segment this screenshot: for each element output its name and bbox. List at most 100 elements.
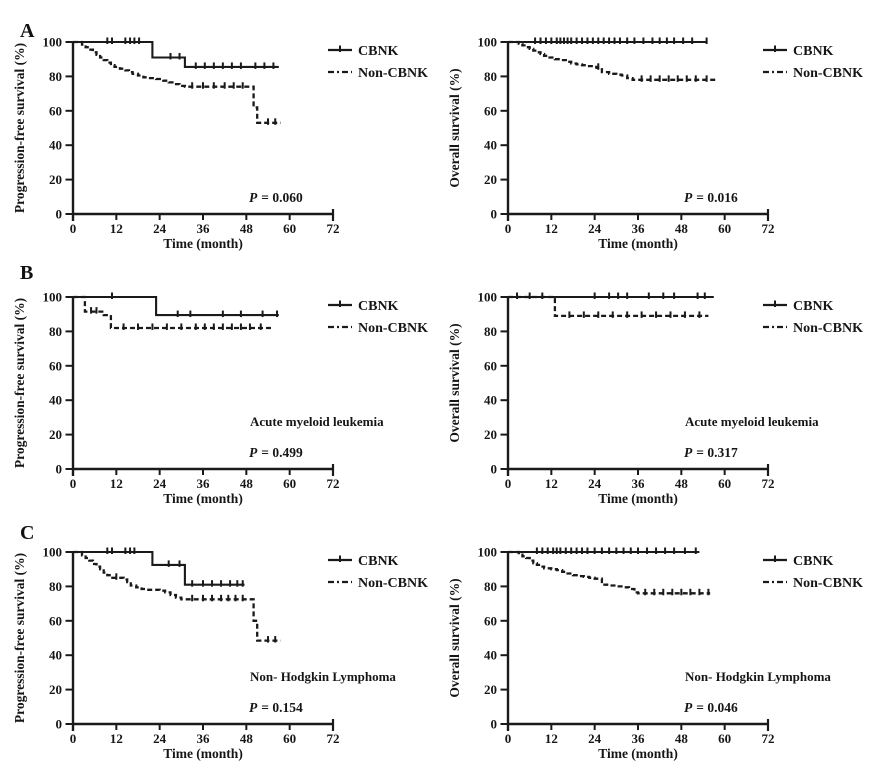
x-tick-label: 72 [327, 221, 340, 236]
y-tick-label: 60 [484, 358, 497, 373]
x-tick-label: 24 [588, 221, 602, 236]
y-tick-label: 40 [49, 138, 62, 153]
y-tick-label: 80 [49, 69, 62, 84]
x-tick-label: 72 [327, 731, 340, 746]
x-tick-label: 0 [70, 221, 77, 236]
y-tick-label: 80 [484, 579, 497, 594]
x-tick-label: 0 [70, 476, 77, 491]
x-tick-label: 60 [718, 731, 731, 746]
x-axis-title: Time (month) [163, 236, 243, 251]
survival-plot: 0 12 24 36 48 60 72 0 20 40 60 80 100 Time (month) Pro… [12, 290, 428, 507]
legend-label-cbnk: CBNK [793, 44, 834, 59]
y-tick-label: 60 [484, 613, 497, 628]
x-tick-label: 0 [505, 731, 512, 746]
legend-label-non-cbnk: Non-CBNK [793, 66, 863, 81]
y-tick-label: 20 [49, 682, 62, 697]
y-tick-label: 100 [43, 290, 63, 305]
x-axis-title: Time (month) [598, 236, 678, 251]
x-tick-label: 48 [675, 476, 689, 491]
survival-plot: 0 12 24 36 48 60 72 0 20 40 60 80 100 Time (month) Ove… [447, 35, 863, 252]
x-tick-label: 12 [110, 221, 123, 236]
survival-plot: 0 12 24 36 48 60 72 0 20 40 60 80 100 Time (month) Ove… [447, 545, 863, 762]
subgroup-annotation: Non- Hodgkin Lymphoma [685, 669, 831, 684]
x-tick-label: 12 [110, 476, 123, 491]
legend-label-non-cbnk: Non-CBNK [358, 66, 428, 81]
x-tick-label: 24 [153, 221, 167, 236]
y-tick-label: 60 [49, 358, 62, 373]
y-tick-label: 20 [484, 682, 497, 697]
x-tick-label: 72 [762, 476, 775, 491]
y-tick-label: 20 [484, 172, 497, 187]
y-tick-label: 100 [478, 35, 498, 50]
y-tick-label: 20 [484, 427, 497, 442]
x-tick-label: 60 [283, 221, 296, 236]
x-axis-title: Time (month) [598, 746, 678, 761]
panel-letter-b: B [20, 262, 34, 284]
y-axis-title: Overall survival (%) [447, 323, 462, 442]
x-tick-label: 60 [283, 476, 296, 491]
y-tick-label: 80 [484, 324, 497, 339]
survival-curve-cbnk [73, 40, 279, 68]
survival-plot: 0 12 24 36 48 60 72 0 20 40 60 80 100 Time (month) Pro… [12, 545, 428, 762]
y-tick-label: 40 [484, 393, 497, 408]
x-tick-label: 48 [240, 221, 254, 236]
p-value: P = 0.046 [684, 700, 738, 715]
x-axis-title: Time (month) [163, 746, 243, 761]
x-tick-label: 48 [675, 221, 689, 236]
y-tick-label: 40 [484, 648, 497, 663]
y-tick-label: 40 [484, 138, 497, 153]
y-tick-label: 60 [49, 613, 62, 628]
y-tick-label: 0 [491, 207, 498, 222]
x-tick-label: 0 [70, 731, 77, 746]
p-value: P = 0.060 [249, 190, 303, 205]
y-tick-label: 100 [43, 545, 63, 560]
y-tick-label: 40 [49, 393, 62, 408]
survival-curve-non-cbnk [73, 295, 274, 330]
y-tick-label: 20 [49, 172, 62, 187]
x-tick-label: 24 [588, 731, 602, 746]
survival-plot: 0 12 24 36 48 60 72 0 20 40 60 80 100 Time (month) Ove… [447, 290, 863, 507]
x-tick-label: 36 [632, 731, 646, 746]
survival-curve-non-cbnk [73, 40, 281, 124]
x-tick-label: 60 [718, 221, 731, 236]
x-tick-label: 60 [718, 476, 731, 491]
x-tick-label: 48 [675, 731, 689, 746]
x-axis-title: Time (month) [163, 491, 243, 506]
subgroup-annotation: Acute myeloid leukemia [250, 414, 384, 429]
y-tick-label: 80 [484, 69, 497, 84]
y-axis-title: Progression-free survival (%) [12, 298, 27, 468]
y-axis-title: Overall survival (%) [447, 68, 462, 187]
x-tick-label: 36 [197, 476, 211, 491]
p-value: P = 0.499 [249, 445, 303, 460]
x-tick-label: 36 [632, 476, 646, 491]
legend-label-non-cbnk: Non-CBNK [793, 576, 863, 591]
panel-a-overall-survival: 0 12 24 36 48 60 72 0 20 40 60 80 100 Time (month) Ove… [435, 0, 870, 258]
y-tick-label: 0 [56, 717, 63, 732]
panel-letter-c: C [20, 522, 35, 544]
x-tick-label: 0 [505, 476, 512, 491]
y-tick-label: 100 [43, 35, 63, 50]
x-tick-label: 48 [240, 476, 254, 491]
y-axis-title: Overall survival (%) [447, 578, 462, 697]
panel-b-overall-survival: 0 12 24 36 48 60 72 0 20 40 60 80 100 Time (month) Ove… [435, 255, 870, 513]
x-tick-label: 12 [545, 476, 558, 491]
legend-label-non-cbnk: Non-CBNK [358, 576, 428, 591]
subgroup-annotation: Non- Hodgkin Lymphoma [250, 669, 396, 684]
legend-label-cbnk: CBNK [358, 554, 399, 569]
panel-b-progression-free-survival: 0 12 24 36 48 60 72 0 20 40 60 80 100 Time (month) Pro… [0, 255, 435, 513]
x-tick-label: 36 [197, 731, 211, 746]
p-value: P = 0.154 [249, 700, 303, 715]
x-tick-label: 24 [153, 731, 167, 746]
y-tick-label: 100 [478, 290, 498, 305]
x-tick-label: 12 [545, 731, 558, 746]
subgroup-annotation: Acute myeloid leukemia [685, 414, 819, 429]
x-tick-label: 12 [545, 221, 558, 236]
legend-label-cbnk: CBNK [793, 299, 834, 314]
y-tick-label: 100 [478, 545, 498, 560]
legend-label-non-cbnk: Non-CBNK [358, 321, 428, 336]
survival-curve-non-cbnk [508, 295, 709, 318]
x-tick-label: 12 [110, 731, 123, 746]
y-tick-label: 20 [49, 427, 62, 442]
y-axis-title: Progression-free survival (%) [12, 43, 27, 213]
